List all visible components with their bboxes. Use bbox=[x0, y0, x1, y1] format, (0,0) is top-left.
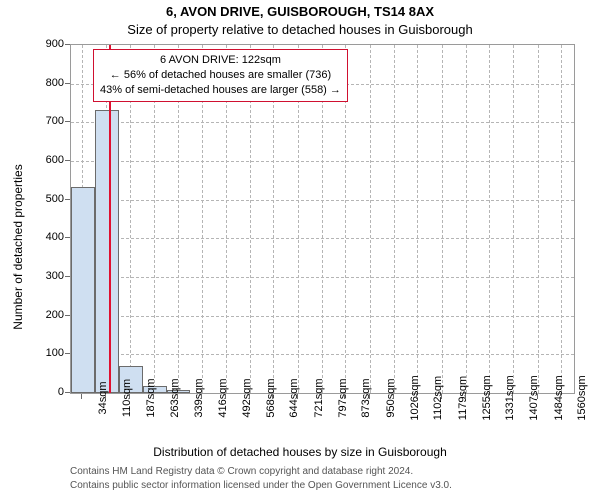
x-tick-mark bbox=[537, 394, 538, 399]
x-tick-mark bbox=[225, 394, 226, 399]
y-tick-label: 900 bbox=[24, 38, 64, 50]
y-tick-mark bbox=[65, 199, 70, 200]
footer-line-2: Contains public sector information licen… bbox=[70, 479, 452, 493]
chart-container: 6, AVON DRIVE, GUISBOROUGH, TS14 8AX Siz… bbox=[0, 0, 600, 500]
chart-title-address: 6, AVON DRIVE, GUISBOROUGH, TS14 8AX bbox=[0, 4, 600, 19]
y-tick-mark bbox=[65, 237, 70, 238]
y-tick-mark bbox=[65, 392, 70, 393]
x-tick-mark bbox=[297, 394, 298, 399]
x-tick-label: 1026sqm bbox=[409, 368, 421, 428]
y-tick-mark bbox=[65, 121, 70, 122]
x-tick-label: 1102sqm bbox=[432, 368, 444, 428]
x-tick-mark bbox=[393, 394, 394, 399]
x-tick-label: 492sqm bbox=[241, 368, 253, 428]
x-tick-label: 950sqm bbox=[385, 368, 397, 428]
x-tick-label: 721sqm bbox=[313, 368, 325, 428]
x-tick-label: 1255sqm bbox=[481, 368, 493, 428]
y-tick-label: 700 bbox=[24, 115, 64, 127]
annotation-line: ← 56% of detached houses are smaller (73… bbox=[100, 68, 341, 83]
x-tick-mark bbox=[272, 394, 273, 399]
x-axis-label: Distribution of detached houses by size … bbox=[0, 445, 600, 459]
x-tick-mark bbox=[129, 394, 130, 399]
footer-line-1: Contains HM Land Registry data © Crown c… bbox=[70, 465, 452, 479]
y-tick-label: 200 bbox=[24, 309, 64, 321]
x-tick-mark bbox=[560, 394, 561, 399]
y-tick-label: 600 bbox=[24, 154, 64, 166]
y-tick-label: 100 bbox=[24, 347, 64, 359]
gridline-v bbox=[513, 45, 514, 393]
x-tick-mark bbox=[153, 394, 154, 399]
gridline-v bbox=[370, 45, 371, 393]
x-tick-mark bbox=[465, 394, 466, 399]
x-tick-mark bbox=[512, 394, 513, 399]
histogram-bar bbox=[95, 110, 119, 393]
x-tick-mark bbox=[416, 394, 417, 399]
x-tick-mark bbox=[369, 394, 370, 399]
x-tick-label: 1331sqm bbox=[504, 368, 516, 428]
x-tick-label: 1484sqm bbox=[553, 368, 565, 428]
x-tick-mark bbox=[321, 394, 322, 399]
x-tick-label: 263sqm bbox=[169, 368, 181, 428]
x-tick-label: 644sqm bbox=[288, 368, 300, 428]
x-tick-mark bbox=[249, 394, 250, 399]
y-tick-label: 500 bbox=[24, 193, 64, 205]
y-tick-mark bbox=[65, 353, 70, 354]
gridline-v bbox=[538, 45, 539, 393]
gridline-v bbox=[561, 45, 562, 393]
x-tick-mark bbox=[488, 394, 489, 399]
x-tick-label: 1407sqm bbox=[528, 368, 540, 428]
x-tick-mark bbox=[81, 394, 82, 399]
x-tick-mark bbox=[441, 394, 442, 399]
gridline-v bbox=[417, 45, 418, 393]
x-tick-label: 34sqm bbox=[97, 368, 109, 428]
x-tick-label: 1179sqm bbox=[457, 368, 469, 428]
y-tick-label: 300 bbox=[24, 270, 64, 282]
footer-attribution: Contains HM Land Registry data © Crown c… bbox=[70, 465, 452, 492]
x-tick-label: 873sqm bbox=[360, 368, 372, 428]
annotation-box: 6 AVON DRIVE: 122sqm← 56% of detached ho… bbox=[93, 49, 348, 102]
gridline-v bbox=[394, 45, 395, 393]
y-tick-mark bbox=[65, 44, 70, 45]
x-tick-label: 187sqm bbox=[145, 368, 157, 428]
y-tick-mark bbox=[65, 160, 70, 161]
x-tick-label: 110sqm bbox=[121, 368, 133, 428]
gridline-v bbox=[466, 45, 467, 393]
x-tick-label: 339sqm bbox=[193, 368, 205, 428]
y-tick-mark bbox=[65, 276, 70, 277]
x-tick-label: 797sqm bbox=[337, 368, 349, 428]
x-tick-label: 1560sqm bbox=[576, 368, 588, 428]
y-tick-label: 0 bbox=[24, 386, 64, 398]
x-tick-mark bbox=[201, 394, 202, 399]
y-axis-label: Number of detached properties bbox=[11, 87, 25, 407]
x-tick-mark bbox=[105, 394, 106, 399]
x-tick-label: 416sqm bbox=[217, 368, 229, 428]
histogram-bar bbox=[71, 187, 95, 393]
y-tick-mark bbox=[65, 315, 70, 316]
chart-title-description: Size of property relative to detached ho… bbox=[0, 22, 600, 37]
x-tick-label: 568sqm bbox=[265, 368, 277, 428]
x-tick-mark bbox=[177, 394, 178, 399]
y-tick-label: 800 bbox=[24, 77, 64, 89]
y-tick-label: 400 bbox=[24, 231, 64, 243]
x-tick-mark bbox=[344, 394, 345, 399]
gridline-v bbox=[489, 45, 490, 393]
y-tick-mark bbox=[65, 83, 70, 84]
plot-area: 6 AVON DRIVE: 122sqm← 56% of detached ho… bbox=[70, 44, 575, 394]
annotation-line: 6 AVON DRIVE: 122sqm bbox=[100, 53, 341, 68]
annotation-line: 43% of semi-detached houses are larger (… bbox=[100, 83, 341, 98]
gridline-v bbox=[442, 45, 443, 393]
